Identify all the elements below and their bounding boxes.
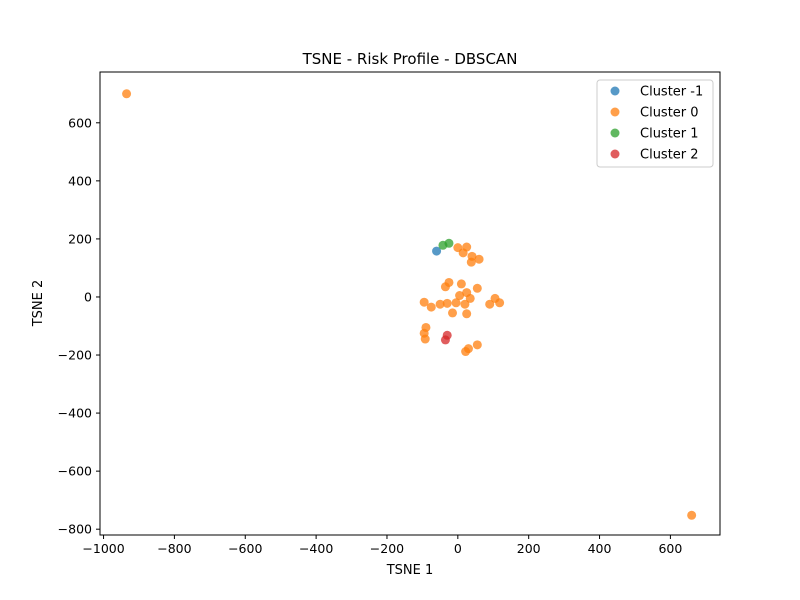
point-cluster-1-13 (455, 291, 465, 301)
point-cluster-1-22 (495, 298, 505, 308)
point-cluster-1-14 (465, 293, 475, 303)
point-cluster-1-10 (440, 282, 450, 292)
point-cluster-1-6 (474, 254, 484, 264)
legend-box (596, 79, 714, 168)
x-tick-label: −200 (370, 541, 404, 556)
point-cluster-3-1 (440, 335, 450, 345)
y-tick-label: −400 (58, 406, 92, 421)
y-tick-label: −200 (58, 348, 92, 363)
y-tick-label: −800 (58, 522, 92, 537)
point-cluster-1-20 (460, 299, 470, 309)
x-tick-label: −600 (228, 541, 262, 556)
legend: Cluster -1 Cluster 0 Cluster 1 Cluster 2 (596, 79, 714, 168)
point-cluster-1-4 (458, 248, 468, 258)
legend-label: Cluster -1 (640, 85, 703, 100)
point-cluster-1-29 (472, 340, 482, 350)
point-cluster-1-11 (472, 283, 482, 293)
x-tick-label: 400 (588, 541, 612, 556)
x-tick-label: −800 (157, 541, 191, 556)
y-tick-label: 400 (68, 173, 92, 188)
point-cluster-0-0 (432, 246, 442, 256)
y-tick-label: 0 (84, 289, 92, 304)
point-cluster-1-18 (435, 299, 445, 309)
scatter-points (122, 89, 697, 520)
x-tick-label: −1000 (82, 541, 124, 556)
point-cluster-1-28 (420, 334, 430, 344)
legend-label: Cluster 2 (640, 148, 699, 163)
x-tick-label: 600 (658, 541, 682, 556)
point-cluster-1-23 (426, 302, 436, 312)
point-cluster-1-17 (442, 298, 452, 308)
y-tick-label: 600 (68, 115, 92, 130)
legend-label: Cluster 0 (640, 106, 699, 121)
point-cluster-1-19 (451, 298, 461, 308)
y-tick-label: −600 (58, 464, 92, 479)
x-tick-label: 0 (454, 541, 462, 556)
plot-frame (99, 71, 721, 536)
y-tick-label: 200 (68, 231, 92, 246)
y-axis: −800 −600 −400 −200 0 200 400 600 (58, 115, 100, 537)
point-cluster-1-7 (466, 257, 476, 267)
point-cluster-1-25 (462, 309, 472, 319)
legend-marker (610, 86, 620, 96)
point-cluster-1-21 (485, 299, 495, 309)
point-cluster-2-1 (444, 238, 454, 248)
x-tick-label: −400 (299, 541, 333, 556)
point-cluster-1-1 (687, 510, 697, 520)
legend-marker (610, 128, 620, 138)
point-cluster-1-24 (448, 308, 458, 318)
legend-marker (610, 107, 620, 117)
legend-marker (610, 149, 620, 159)
chart-title: TSNE - Risk Profile - DBSCAN (302, 50, 518, 68)
legend-label: Cluster 1 (640, 127, 699, 142)
point-cluster-1-0 (122, 89, 132, 99)
point-cluster-1-16 (419, 297, 429, 307)
x-axis: −1000 −800 −600 −400 −200 0 200 400 600 (82, 535, 682, 556)
x-axis-label: TSNE 1 (386, 563, 434, 578)
point-cluster-1-31 (461, 347, 471, 357)
x-tick-label: 200 (517, 541, 541, 556)
point-cluster-1-9 (456, 279, 466, 289)
y-axis-label: TSNE 2 (31, 280, 46, 328)
